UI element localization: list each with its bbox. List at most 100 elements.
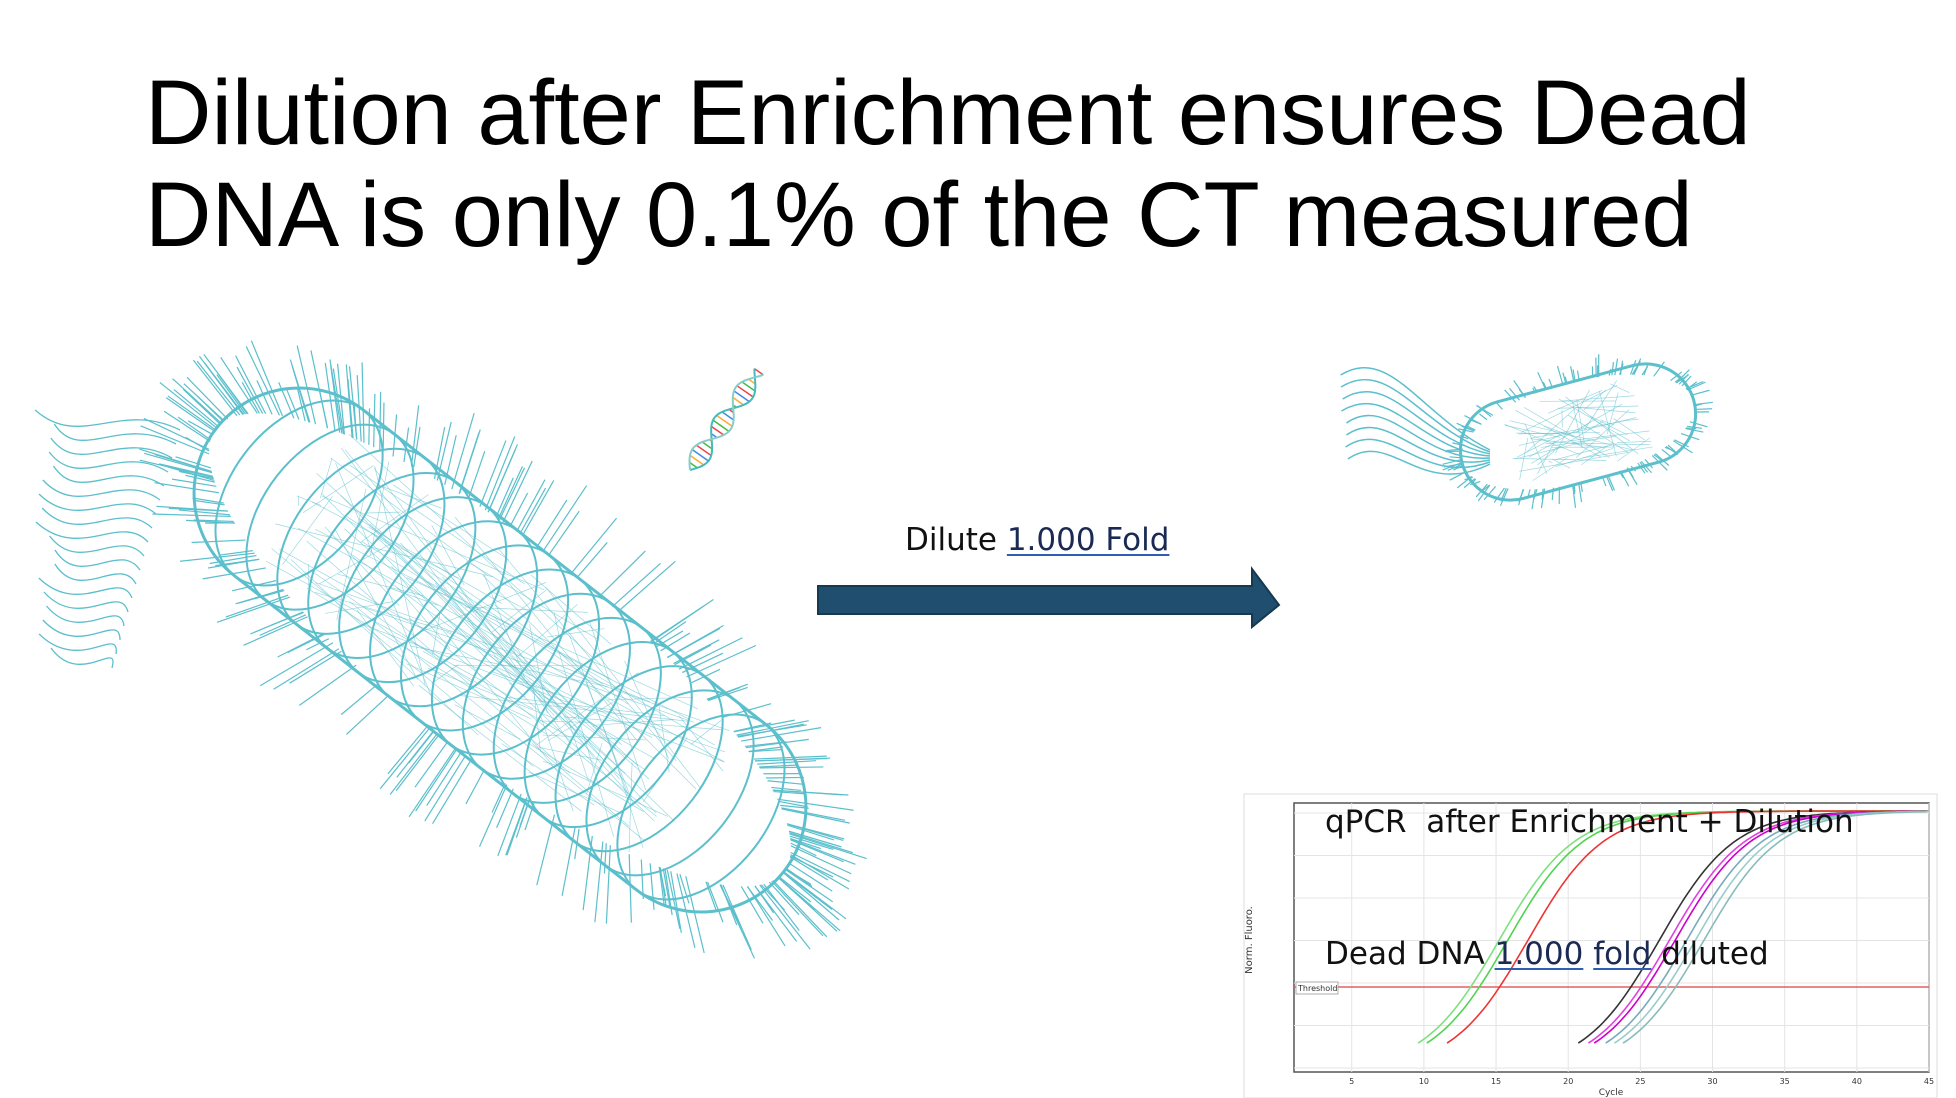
pilus bbox=[1476, 404, 1494, 416]
texture bbox=[1572, 402, 1583, 449]
pilus bbox=[225, 594, 289, 618]
pilus bbox=[611, 562, 661, 607]
pilus bbox=[783, 871, 847, 920]
texture bbox=[607, 696, 693, 701]
texture bbox=[378, 484, 442, 509]
texture bbox=[348, 434, 602, 666]
flagellum bbox=[35, 521, 149, 543]
flagellum bbox=[43, 591, 129, 613]
pilus bbox=[784, 868, 834, 903]
pilus bbox=[256, 380, 273, 415]
x-axis-label: Cycle bbox=[1599, 1088, 1624, 1098]
texture bbox=[491, 589, 547, 633]
pilus bbox=[296, 387, 306, 422]
pilus bbox=[505, 797, 528, 856]
pilus bbox=[786, 823, 844, 842]
pilus bbox=[757, 760, 817, 765]
texture bbox=[406, 577, 698, 710]
texture bbox=[628, 762, 633, 853]
texture bbox=[1624, 418, 1639, 422]
texture bbox=[1548, 460, 1553, 463]
pilus bbox=[1537, 372, 1547, 390]
pilus bbox=[202, 567, 266, 580]
texture bbox=[1575, 409, 1630, 459]
pilus bbox=[220, 357, 258, 414]
base-pair bbox=[689, 461, 698, 469]
pilus bbox=[561, 826, 576, 896]
pilus bbox=[495, 477, 514, 518]
caption-link[interactable]: 1.000 bbox=[1494, 936, 1584, 972]
pilus bbox=[273, 648, 340, 690]
pilus bbox=[498, 467, 526, 521]
pilus bbox=[1461, 425, 1475, 432]
texture bbox=[316, 473, 638, 766]
flagellum bbox=[50, 647, 114, 669]
pilus bbox=[763, 773, 801, 775]
pilus bbox=[767, 780, 804, 785]
pilus bbox=[662, 868, 671, 908]
texture bbox=[529, 624, 548, 714]
texture bbox=[1539, 400, 1616, 402]
caption-link[interactable]: fold bbox=[1593, 936, 1652, 972]
flagellum bbox=[50, 437, 173, 459]
pilus bbox=[193, 519, 234, 523]
texture bbox=[1606, 392, 1619, 435]
pilus bbox=[1508, 387, 1520, 401]
pilus bbox=[599, 550, 646, 597]
base-pair bbox=[753, 367, 764, 376]
pilus bbox=[1578, 483, 1583, 503]
texture bbox=[547, 660, 651, 703]
caption-text: Dead DNA bbox=[1325, 936, 1495, 972]
pilus bbox=[777, 876, 815, 911]
texture bbox=[1529, 420, 1624, 439]
texture bbox=[418, 685, 582, 812]
pilus bbox=[777, 798, 854, 811]
texture bbox=[543, 760, 564, 768]
strand bbox=[688, 373, 764, 471]
pilus bbox=[790, 838, 822, 850]
x-tick-label: 40 bbox=[1852, 1077, 1862, 1086]
pilus bbox=[576, 542, 608, 578]
texture bbox=[564, 716, 723, 731]
texture bbox=[282, 496, 333, 565]
texture bbox=[545, 586, 701, 788]
pilus bbox=[245, 346, 280, 416]
pilus bbox=[285, 387, 300, 420]
pilus bbox=[479, 440, 507, 507]
texture bbox=[325, 601, 394, 614]
texture bbox=[442, 576, 531, 676]
pilus bbox=[1556, 365, 1564, 385]
texture bbox=[370, 461, 390, 556]
pilus bbox=[1478, 413, 1488, 421]
pilus bbox=[177, 416, 211, 441]
texture bbox=[361, 541, 509, 633]
arrow-label: Dilute 1.000 Fold bbox=[905, 522, 1169, 558]
x-tick-label: 25 bbox=[1635, 1077, 1645, 1086]
pilus bbox=[415, 748, 458, 812]
flagellum bbox=[42, 619, 121, 641]
pilus bbox=[395, 734, 440, 792]
pilus bbox=[379, 727, 430, 790]
pilus bbox=[203, 353, 249, 415]
pilus bbox=[408, 731, 435, 764]
base-pair bbox=[712, 419, 730, 432]
pilus bbox=[536, 814, 556, 886]
x-tick-label: 10 bbox=[1419, 1077, 1429, 1086]
pilus bbox=[158, 463, 214, 477]
pilus bbox=[173, 389, 219, 427]
pilus bbox=[306, 638, 330, 651]
x-tick-label: 35 bbox=[1780, 1077, 1790, 1086]
texture bbox=[314, 591, 452, 633]
pilus bbox=[650, 599, 714, 643]
texture bbox=[539, 747, 603, 761]
texture bbox=[678, 715, 724, 772]
pilus bbox=[759, 884, 811, 950]
texture bbox=[369, 523, 657, 814]
title-line: DNA is only 0.1% of the CT measured bbox=[145, 164, 1693, 266]
pilus bbox=[1691, 389, 1710, 396]
pilus bbox=[379, 391, 382, 451]
texture bbox=[320, 458, 333, 499]
texture bbox=[517, 604, 578, 657]
arrow-label-link[interactable]: 1.000 Fold bbox=[1006, 522, 1170, 558]
pilus bbox=[773, 790, 805, 795]
